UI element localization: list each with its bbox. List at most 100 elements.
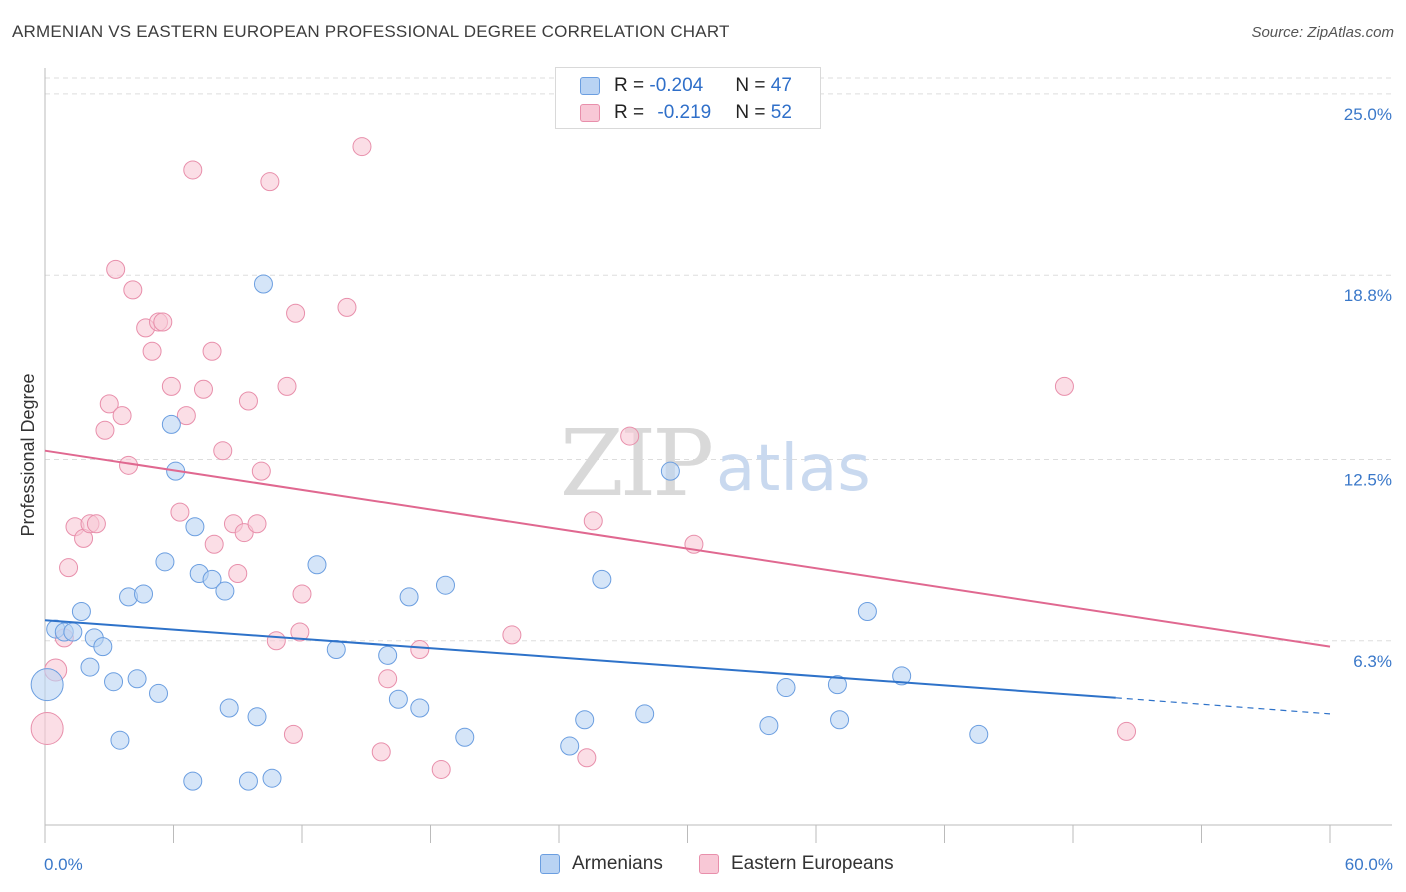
armenian-point [592, 569, 612, 589]
eastern-point [213, 441, 233, 461]
eastern-point [153, 312, 173, 332]
legend-item-eastern: Eastern Europeans [699, 852, 894, 876]
eastern-point [228, 564, 248, 584]
eastern-point [577, 748, 597, 768]
eastern-point [620, 426, 640, 446]
armenian-point [215, 581, 235, 601]
armenian-point [326, 640, 346, 660]
legend-n-label: N = [735, 75, 771, 96]
armenian-point [71, 602, 91, 622]
legend-r-value: -0.219 [657, 102, 712, 123]
armenian-point [247, 707, 267, 727]
eastern-point [431, 759, 451, 779]
y-tick-label: 6.3% [1353, 652, 1392, 671]
eastern-point [283, 724, 303, 744]
eastern-point [30, 711, 64, 745]
tick-labels: 6.3% 12.5% 18.8% 25.0% 0.0% 60.0% [44, 105, 1393, 874]
watermark-zip: ZIP [560, 410, 711, 517]
eastern-swatch [699, 854, 719, 874]
eastern-point [502, 625, 522, 645]
armenian-point [219, 698, 239, 718]
armenian-point [635, 704, 655, 724]
eastern-point [247, 514, 267, 534]
armenian-point [183, 771, 203, 791]
armenian-point [776, 678, 796, 698]
watermark: ZIP atlas [560, 410, 871, 517]
armenian-point [104, 672, 124, 692]
armenian-point [455, 727, 475, 747]
legend-row-armenians: R = -0.204 N = 47 [580, 74, 792, 98]
x-tick-label: 60.0% [1345, 855, 1393, 874]
eastern-point [170, 502, 190, 522]
legend-r-value: -0.204 [649, 75, 704, 96]
armenian-point [575, 710, 595, 730]
armenians-label: Armenians [572, 853, 663, 874]
legend-r-label: R = [614, 75, 650, 96]
armenian-trend-extension [1115, 697, 1331, 715]
armenian-point [93, 637, 113, 657]
eastern-point [106, 259, 126, 279]
eastern-point [176, 406, 196, 426]
armenian-point [857, 602, 877, 622]
y-tick-label: 18.8% [1344, 286, 1392, 305]
armenian-point [155, 552, 175, 572]
eastern-point [266, 631, 286, 651]
armenian-point [149, 683, 169, 703]
armenian-point [660, 461, 680, 481]
eastern-point [183, 160, 203, 180]
armenian-point [80, 657, 100, 677]
eastern-point [123, 280, 143, 300]
eastern-point [59, 558, 79, 578]
eastern-point [286, 303, 306, 323]
armenian-point [253, 274, 273, 294]
legend-n-label: N = [735, 102, 771, 123]
eastern-point [161, 376, 181, 396]
eastern-point [86, 514, 106, 534]
eastern-point [378, 669, 398, 689]
gridlines [45, 77, 1392, 642]
armenian-point [827, 675, 847, 695]
correlation-legend: R = -0.204 N = 47 R = -0.219 N = 52 [555, 67, 821, 129]
armenians-swatch [540, 854, 560, 874]
eastern-point [260, 172, 280, 192]
eastern-point [204, 534, 224, 554]
armenian-point [410, 698, 430, 718]
armenian-point [969, 724, 989, 744]
eastern-point [112, 406, 132, 426]
armenian-point [63, 622, 83, 642]
armenian-point [307, 555, 327, 575]
eastern-point [371, 742, 391, 762]
eastern-point [337, 297, 357, 317]
eastern-point [99, 394, 119, 414]
armenian-point [110, 730, 130, 750]
legend-r-label: R = [614, 102, 650, 123]
eastern-point [290, 622, 310, 642]
y-tick-label: 25.0% [1344, 105, 1392, 124]
legend-row-eastern: R = -0.219 N = 52 [580, 101, 792, 125]
eastern-label: Eastern Europeans [731, 853, 894, 874]
eastern-point [292, 584, 312, 604]
armenians-swatch [580, 77, 600, 95]
armenian-point [759, 716, 779, 736]
eastern-point [583, 511, 603, 531]
eastern-trend-line [44, 449, 1331, 648]
data-points [30, 137, 1137, 791]
eastern-point [1117, 721, 1137, 741]
eastern-point [95, 420, 115, 440]
armenian-point [830, 710, 850, 730]
eastern-point [238, 391, 258, 411]
armenian-point [30, 668, 64, 702]
legend-n-value: 52 [770, 102, 792, 123]
eastern-point [142, 341, 162, 361]
armenian-point [892, 666, 912, 686]
watermark-atlas: atlas [716, 432, 871, 506]
armenian-point [399, 587, 419, 607]
armenian-point [560, 736, 580, 756]
x-tick-label: 0.0% [44, 855, 83, 874]
armenian-point [435, 575, 455, 595]
armenian-point [161, 414, 181, 434]
trend-lines [44, 449, 1331, 715]
armenian-point [127, 669, 147, 689]
armenian-point [262, 768, 282, 788]
